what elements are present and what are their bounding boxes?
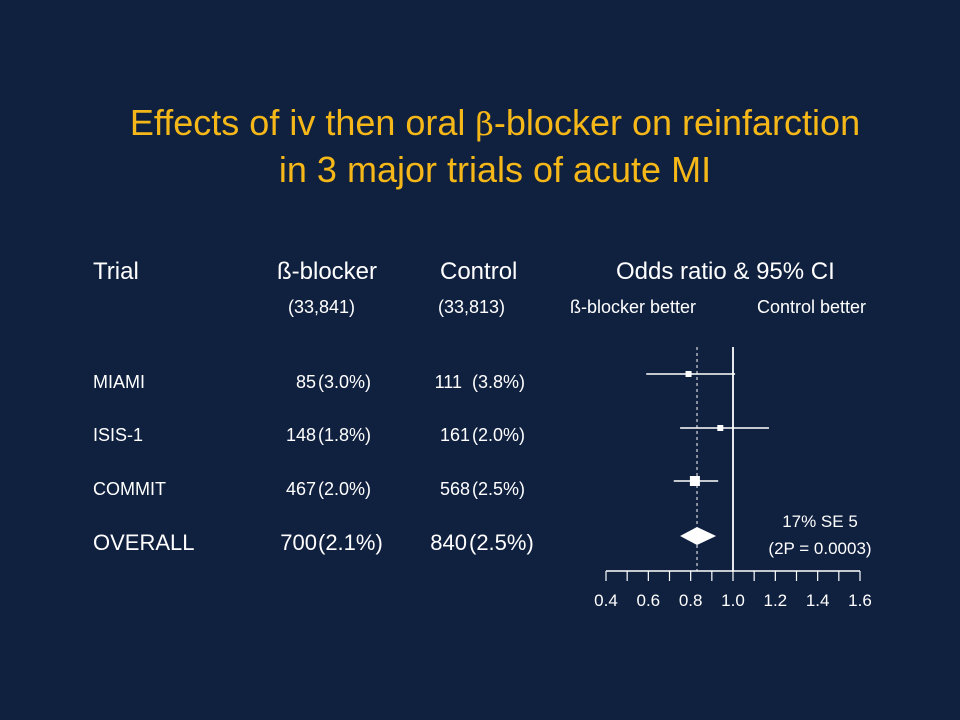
x-axis-tick-label: 0.6 [637,591,661,610]
x-axis-tick-label: 1.0 [721,591,745,610]
x-axis-tick-label: 1.4 [806,591,830,610]
overall-diamond [680,527,716,545]
x-axis-tick-label: 1.2 [764,591,788,610]
point-estimate-square [690,476,700,486]
point-estimate-square [686,371,692,377]
x-axis-tick-label: 0.4 [594,591,618,610]
x-axis-tick-label: 1.6 [848,591,872,610]
x-axis-tick-label: 0.8 [679,591,703,610]
point-estimate-square [717,425,723,431]
forest-plot: 0.4 0.6 0.8 1.0 1.2 1.4 1.6 [0,0,960,720]
